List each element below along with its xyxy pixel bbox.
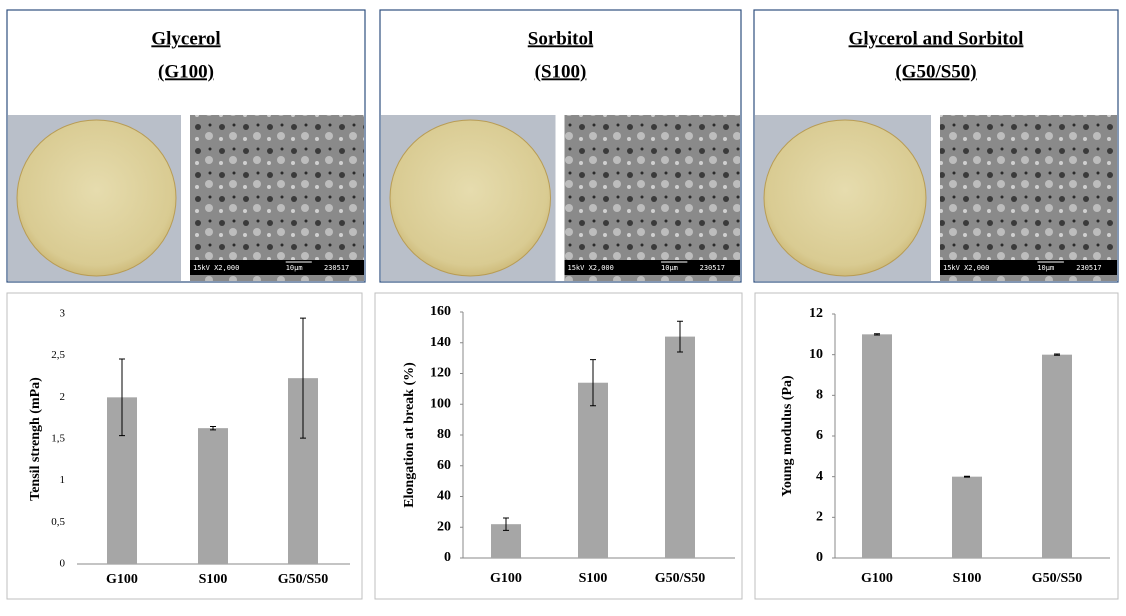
x-tick-label: S100 — [199, 572, 228, 587]
sem-scale: 10µm — [661, 264, 678, 272]
bar — [198, 428, 228, 564]
film-photo — [763, 119, 927, 277]
y-tick-label: 160 — [430, 304, 451, 319]
y-tick-label: 10 — [809, 347, 823, 362]
sem-id: 230517 — [1076, 264, 1101, 272]
panel-title: Glycerol and Sorbitol — [849, 28, 1024, 49]
y-tick-label: 4 — [816, 469, 823, 484]
y-tick-label: 12 — [809, 306, 823, 321]
error-bar — [964, 475, 970, 478]
y-tick-label: 3 — [60, 308, 66, 320]
sem-image — [564, 115, 740, 281]
x-tick-label: G100 — [106, 572, 138, 587]
sem-voltage: 15kV X2,000 — [193, 264, 239, 272]
y-tick-label: 60 — [437, 458, 451, 473]
sem-info-bar — [564, 260, 740, 275]
y-tick-label: 2,5 — [51, 349, 65, 361]
bar — [578, 382, 608, 558]
y-tick-label: 80 — [437, 427, 451, 442]
x-tick-label: G50/S50 — [655, 571, 706, 586]
bar — [952, 476, 982, 558]
y-tick-label: 6 — [816, 428, 823, 443]
y-tick-label: 20 — [437, 519, 451, 534]
y-tick-label: 2 — [816, 510, 823, 525]
error-bar — [503, 517, 509, 531]
x-tick-label: G100 — [490, 571, 522, 586]
film-photo — [389, 119, 551, 277]
panel-code: (G50/S50) — [895, 61, 976, 82]
sem-scale: 10µm — [286, 264, 303, 272]
sem-voltage: 15kV X2,000 — [568, 264, 614, 272]
film-photo — [16, 119, 177, 277]
bar — [862, 334, 892, 558]
panel-code: (G100) — [158, 61, 214, 82]
error-bar — [677, 320, 683, 353]
y-tick-label: 0 — [60, 558, 66, 570]
sem-image — [940, 115, 1117, 281]
x-tick-label: G50/S50 — [1032, 571, 1083, 586]
sem-id: 230517 — [324, 264, 349, 272]
y-tick-label: 2 — [60, 391, 66, 403]
y-axis-label: Tensil strengh (mPa) — [28, 377, 43, 501]
panel-title: Glycerol — [151, 28, 220, 49]
y-tick-label: 1,5 — [51, 433, 65, 445]
y-tick-label: 40 — [437, 489, 451, 504]
bar — [665, 336, 695, 558]
y-axis-label: Elongation at break (%) — [402, 362, 417, 508]
error-bar — [210, 426, 216, 431]
y-tick-label: 8 — [816, 388, 823, 403]
y-tick-label: 120 — [430, 366, 451, 381]
panel-code: (S100) — [535, 61, 587, 82]
sem-info-bar — [190, 260, 364, 275]
error-bar — [590, 359, 596, 407]
y-tick-label: 140 — [430, 335, 451, 350]
x-tick-label: G100 — [861, 571, 893, 586]
y-tick-label: 100 — [430, 396, 451, 411]
y-axis-label: Young modulus (Pa) — [780, 375, 795, 497]
error-bar — [119, 358, 125, 437]
error-bar — [300, 317, 306, 439]
bar — [1042, 354, 1072, 558]
x-tick-label: S100 — [953, 571, 982, 586]
y-tick-label: 0,5 — [51, 516, 65, 528]
y-tick-label: 1 — [60, 474, 66, 486]
y-tick-label: 0 — [816, 550, 823, 565]
x-tick-label: G50/S50 — [278, 572, 329, 587]
sem-voltage: 15kV X2,000 — [943, 264, 989, 272]
x-tick-label: S100 — [579, 571, 608, 586]
y-tick-label: 0 — [444, 550, 451, 565]
error-bar — [1054, 353, 1060, 356]
sem-scale: 10µm — [1037, 264, 1054, 272]
sem-id: 230517 — [700, 264, 725, 272]
sem-info-bar — [940, 260, 1117, 275]
error-bar — [874, 333, 880, 336]
sem-image — [190, 115, 364, 281]
panel-title: Sorbitol — [528, 28, 593, 49]
